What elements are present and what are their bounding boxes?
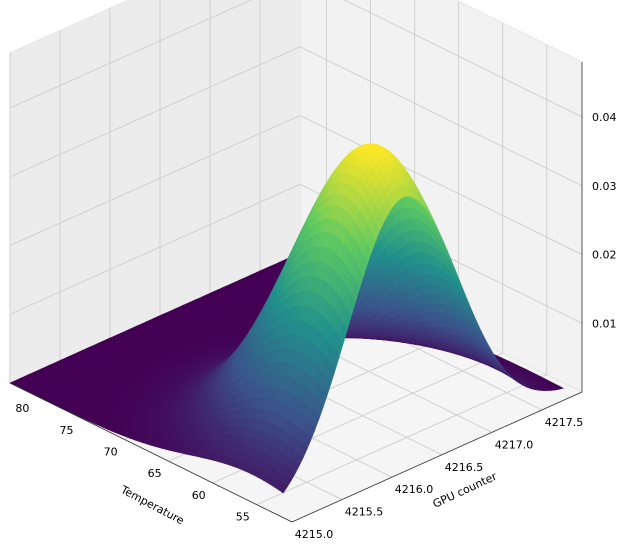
y-tick-label: 4215.0 [295, 528, 334, 541]
x-tick-label: 60 [192, 489, 206, 502]
x-axis-label: Temperature [118, 483, 187, 528]
z-tick-label: 0.03 [592, 180, 617, 193]
x-tick-label: 80 [15, 402, 29, 415]
z-tick-label: 0.02 [592, 249, 617, 262]
y-tick-label: 4217.5 [545, 416, 584, 429]
x-tick-label: 70 [104, 446, 118, 459]
grid-line [256, 44, 548, 506]
grid-line [9, 114, 583, 255]
x-tick-label: 75 [60, 424, 74, 437]
y-tick-label: 4216.5 [445, 461, 484, 474]
y-axis-label: GPU counter [431, 470, 499, 511]
z-tick-labels: 0.01 0.02 0.03 0.04 [592, 111, 617, 330]
x-tick-label: 65 [148, 467, 162, 480]
y-tick-label: 4217.0 [495, 438, 534, 451]
grid-line [9, 183, 583, 324]
grid-line [9, 46, 583, 187]
surface-mesh [9, 143, 565, 494]
x-tick-label: 55 [236, 511, 250, 524]
z-tick-label: 0.01 [592, 317, 617, 330]
y-tick-label: 4216.0 [395, 483, 434, 496]
z-tick-label: 0.04 [592, 111, 617, 124]
y-tick-label: 4215.5 [345, 506, 384, 519]
grid-line [9, 0, 583, 118]
